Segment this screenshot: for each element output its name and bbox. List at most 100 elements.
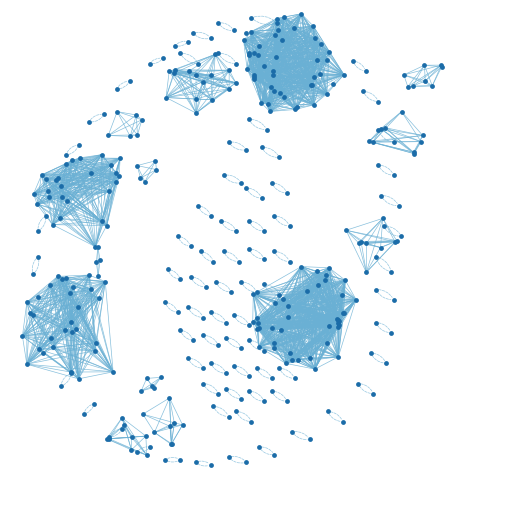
Point bbox=[113, 85, 121, 93]
Point bbox=[98, 150, 106, 158]
Point bbox=[166, 422, 174, 430]
Point bbox=[313, 267, 321, 275]
Point bbox=[176, 326, 184, 334]
FancyArrowPatch shape bbox=[281, 371, 292, 378]
Point bbox=[194, 59, 202, 68]
Point bbox=[232, 59, 240, 68]
Point bbox=[333, 314, 341, 323]
Point bbox=[176, 49, 184, 57]
FancyArrowPatch shape bbox=[251, 392, 263, 399]
FancyArrowPatch shape bbox=[198, 461, 209, 463]
FancyArrowPatch shape bbox=[69, 147, 78, 154]
Point bbox=[270, 212, 278, 220]
FancyArrowPatch shape bbox=[263, 150, 277, 157]
Point bbox=[269, 68, 277, 76]
Point bbox=[237, 179, 245, 187]
Point bbox=[391, 238, 399, 246]
FancyArrowPatch shape bbox=[238, 414, 249, 421]
Point bbox=[222, 369, 230, 377]
Point bbox=[91, 346, 100, 355]
Point bbox=[325, 322, 333, 330]
FancyArrowPatch shape bbox=[168, 303, 177, 310]
Point bbox=[254, 51, 262, 59]
Point bbox=[362, 67, 370, 75]
Point bbox=[390, 171, 398, 179]
FancyArrowPatch shape bbox=[40, 218, 46, 230]
Point bbox=[208, 96, 216, 104]
Point bbox=[282, 359, 290, 367]
FancyArrowPatch shape bbox=[360, 386, 371, 393]
Point bbox=[268, 387, 276, 395]
FancyArrowPatch shape bbox=[235, 368, 246, 375]
Point bbox=[197, 247, 205, 256]
FancyArrowPatch shape bbox=[251, 341, 263, 348]
Point bbox=[49, 343, 57, 352]
Point bbox=[329, 80, 337, 88]
FancyArrowPatch shape bbox=[111, 429, 119, 434]
FancyArrowPatch shape bbox=[182, 56, 196, 64]
FancyArrowPatch shape bbox=[251, 249, 263, 257]
Point bbox=[176, 275, 184, 283]
FancyArrowPatch shape bbox=[51, 180, 58, 189]
FancyArrowPatch shape bbox=[244, 282, 255, 290]
FancyArrowPatch shape bbox=[259, 369, 270, 376]
Point bbox=[100, 110, 108, 118]
FancyArrowPatch shape bbox=[285, 99, 295, 106]
Point bbox=[417, 138, 425, 146]
Point bbox=[161, 456, 169, 464]
Point bbox=[255, 443, 263, 451]
Point bbox=[67, 368, 75, 376]
Point bbox=[247, 27, 256, 36]
Point bbox=[255, 343, 263, 351]
FancyArrowPatch shape bbox=[378, 258, 390, 269]
Point bbox=[280, 92, 289, 101]
Point bbox=[230, 311, 238, 319]
Point bbox=[257, 99, 265, 107]
Point bbox=[225, 85, 233, 93]
Point bbox=[29, 189, 38, 198]
Point bbox=[85, 271, 93, 279]
Point bbox=[67, 318, 75, 326]
FancyArrowPatch shape bbox=[329, 414, 340, 421]
Point bbox=[291, 105, 299, 113]
Point bbox=[207, 212, 215, 220]
Point bbox=[245, 51, 253, 59]
Point bbox=[323, 56, 331, 64]
Point bbox=[387, 268, 395, 276]
FancyArrowPatch shape bbox=[35, 300, 39, 313]
Point bbox=[395, 202, 403, 210]
FancyArrowPatch shape bbox=[261, 449, 272, 455]
FancyArrowPatch shape bbox=[139, 447, 147, 450]
Point bbox=[285, 222, 294, 230]
Point bbox=[260, 346, 268, 355]
FancyArrowPatch shape bbox=[231, 457, 244, 460]
Point bbox=[118, 425, 126, 433]
Point bbox=[29, 270, 37, 278]
Point bbox=[372, 285, 380, 294]
FancyArrowPatch shape bbox=[43, 339, 49, 351]
Point bbox=[225, 66, 233, 74]
Point bbox=[294, 356, 302, 364]
Point bbox=[134, 131, 142, 139]
FancyArrowPatch shape bbox=[273, 185, 284, 193]
Point bbox=[313, 56, 322, 65]
Point bbox=[42, 175, 50, 183]
Point bbox=[316, 70, 324, 78]
Point bbox=[211, 50, 219, 58]
Point bbox=[283, 397, 291, 405]
FancyArrowPatch shape bbox=[215, 409, 226, 416]
Point bbox=[291, 374, 299, 383]
FancyArrowPatch shape bbox=[61, 374, 69, 384]
Point bbox=[260, 280, 268, 289]
Point bbox=[253, 319, 262, 327]
FancyArrowPatch shape bbox=[202, 254, 211, 261]
Point bbox=[258, 143, 266, 151]
Point bbox=[199, 78, 207, 86]
FancyArrowPatch shape bbox=[196, 33, 209, 36]
Point bbox=[362, 239, 370, 247]
Point bbox=[410, 149, 418, 157]
Point bbox=[143, 374, 151, 383]
Point bbox=[225, 412, 233, 421]
Point bbox=[288, 428, 296, 436]
FancyArrowPatch shape bbox=[254, 16, 275, 21]
